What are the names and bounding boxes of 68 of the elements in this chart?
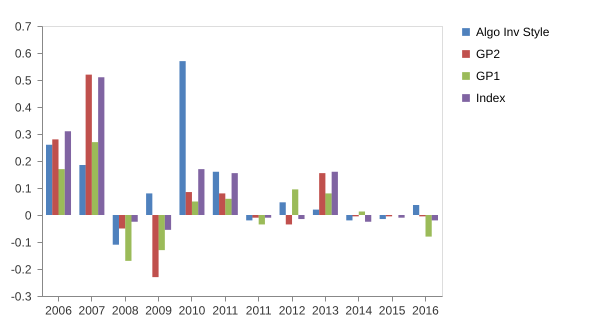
x-tick-label: 2011 bbox=[212, 304, 239, 318]
bar bbox=[325, 193, 332, 215]
bar bbox=[425, 215, 432, 237]
y-tick-label: -0.1 bbox=[10, 236, 32, 250]
bar bbox=[118, 215, 126, 228]
bar bbox=[46, 144, 52, 215]
bar bbox=[358, 211, 366, 215]
bar bbox=[79, 165, 86, 215]
x-tick-label: 2006 bbox=[45, 304, 72, 318]
bar bbox=[58, 169, 65, 215]
bar bbox=[219, 193, 226, 215]
bar bbox=[198, 169, 204, 215]
bar bbox=[280, 202, 286, 215]
bar bbox=[125, 215, 132, 261]
bar bbox=[52, 139, 59, 215]
bar bbox=[64, 131, 72, 215]
bar bbox=[164, 215, 172, 230]
x-tick-label: 2010 bbox=[178, 304, 206, 318]
bar bbox=[86, 74, 92, 215]
bar bbox=[158, 215, 165, 250]
bar bbox=[312, 210, 320, 215]
bar bbox=[92, 142, 98, 215]
x-tick-label: 2014 bbox=[345, 304, 372, 318]
bar bbox=[232, 173, 238, 215]
bar bbox=[365, 215, 372, 222]
x-tick-label: 2016 bbox=[412, 304, 440, 318]
bar bbox=[192, 202, 198, 215]
y-tick-label: 0 bbox=[24, 208, 32, 222]
bar bbox=[319, 173, 326, 215]
bar bbox=[258, 215, 265, 224]
y-tick-label: -0.2 bbox=[10, 262, 32, 276]
x-tick-label: 2009 bbox=[145, 304, 172, 318]
bar bbox=[380, 215, 386, 220]
bar bbox=[246, 215, 252, 220]
bar bbox=[186, 192, 192, 215]
bar bbox=[332, 172, 338, 215]
legend-label: Index bbox=[476, 91, 506, 105]
bar bbox=[346, 215, 353, 220]
bar bbox=[131, 215, 138, 222]
bar bbox=[412, 205, 420, 215]
bar bbox=[112, 215, 119, 245]
bar bbox=[286, 215, 292, 224]
x-tick-label: 2011 bbox=[246, 304, 272, 318]
bar bbox=[212, 172, 220, 215]
y-tick-label: 0.3 bbox=[14, 128, 32, 142]
bar bbox=[152, 215, 159, 278]
bar bbox=[98, 77, 104, 215]
bar bbox=[298, 215, 305, 220]
y-tick-label: 0.2 bbox=[14, 154, 32, 168]
x-tick-label: 2008 bbox=[112, 304, 139, 318]
legend-label: GP2 bbox=[476, 47, 500, 61]
x-tick-label: 2012 bbox=[278, 304, 306, 318]
bar bbox=[432, 215, 438, 220]
y-tick-label: 0.7 bbox=[14, 20, 32, 34]
y-tick-label: 0.6 bbox=[14, 46, 32, 60]
legend-label: GP1 bbox=[476, 69, 500, 83]
y-tick-label: 0.5 bbox=[14, 74, 32, 88]
bar bbox=[179, 61, 186, 215]
x-tick-label: 2015 bbox=[378, 304, 406, 318]
legend-label: Algo Inv Style bbox=[476, 25, 550, 39]
y-tick-label: 0.4 bbox=[14, 100, 32, 114]
bar bbox=[292, 189, 298, 215]
x-tick-label: 2007 bbox=[78, 304, 106, 318]
y-tick-label: 0.1 bbox=[14, 182, 32, 196]
bar bbox=[146, 193, 152, 215]
y-tick-label: -0.3 bbox=[10, 290, 32, 304]
bar bbox=[225, 198, 232, 215]
x-tick-label: 2013 bbox=[312, 304, 340, 318]
